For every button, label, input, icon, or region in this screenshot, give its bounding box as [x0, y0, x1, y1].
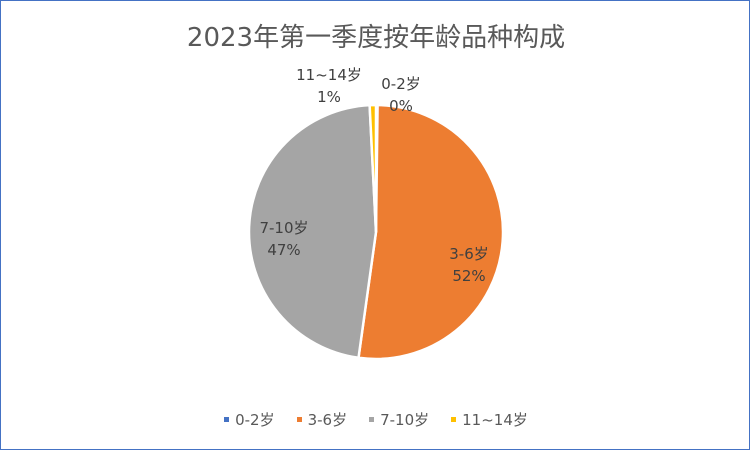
legend-item: 7-10岁: [369, 409, 429, 430]
slice-percent-label: 0%: [389, 97, 413, 115]
legend-swatch: [224, 417, 230, 422]
legend-swatch: [296, 417, 302, 422]
slice-percent-label: 47%: [267, 241, 300, 259]
legend-label: 7-10岁: [380, 411, 430, 429]
slice-category-label: 3-6岁: [449, 245, 489, 263]
legend-label: 11~14岁: [462, 411, 528, 429]
slice-percent-label: 1%: [317, 88, 341, 106]
pie-slice-3: [368, 103, 378, 233]
pie-slice-2: [247, 103, 378, 360]
legend: 0-2岁 3-6岁 7-10岁 11~14岁: [1, 409, 751, 430]
legend-item: 11~14岁: [451, 409, 528, 430]
slice-category-label: 11~14岁: [296, 66, 362, 84]
legend-item: 3-6岁: [296, 409, 348, 430]
legend-label: 3-6岁: [307, 411, 348, 429]
legend-item: 0-2岁: [224, 409, 275, 430]
chart-title: 2023年第一季度按年龄品种构成: [186, 23, 566, 53]
pie-slice-1: [357, 103, 505, 361]
legend-label: 0-2岁: [235, 411, 275, 429]
legend-swatch: [451, 417, 457, 422]
slice-percent-label: 52%: [452, 267, 485, 285]
slice-category-label: 0-2岁: [381, 75, 421, 93]
slice-category-label: 7-10岁: [259, 219, 308, 237]
legend-swatch: [369, 417, 375, 422]
